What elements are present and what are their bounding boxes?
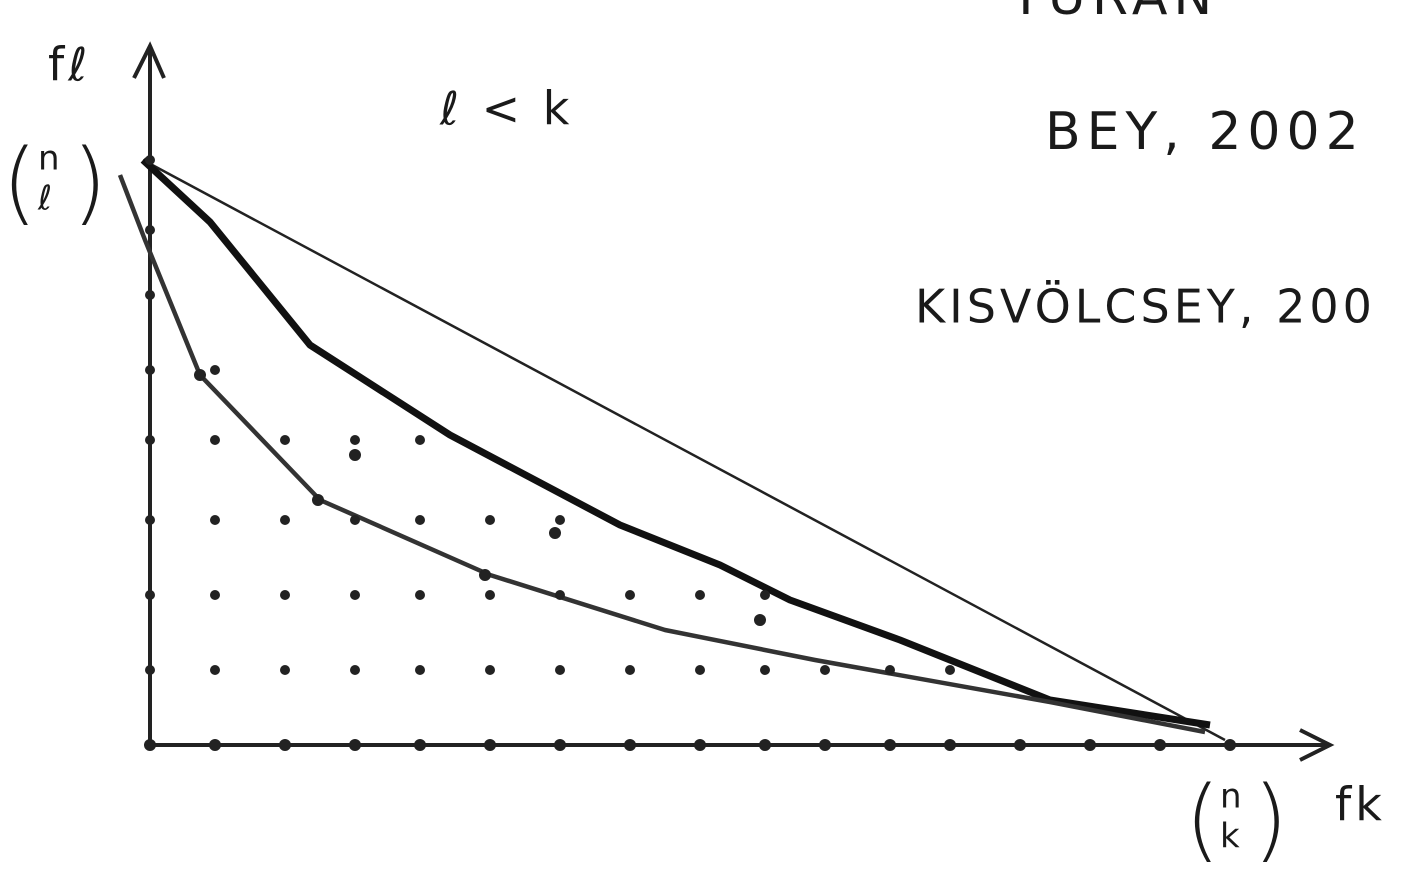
lattice-point: [555, 665, 565, 675]
lattice-point: [1154, 739, 1166, 751]
lattice-point: [944, 739, 956, 751]
lattice-point: [145, 155, 155, 165]
lattice-point: [210, 665, 220, 675]
lattice-point: [694, 739, 706, 751]
reference: KISVÖLCSEY, 200: [915, 280, 1376, 334]
paren: (: [1185, 767, 1220, 871]
y-axis-label: fℓ: [48, 38, 91, 92]
lattice-point: [194, 369, 206, 381]
lattice-point: [820, 665, 830, 675]
lattice-point: [312, 494, 324, 506]
lattice-point: [555, 515, 565, 525]
lattice-point: [210, 515, 220, 525]
lattice-point: [485, 515, 495, 525]
lattice-point: [209, 739, 221, 751]
lattice-point: [415, 665, 425, 675]
lattice-point: [145, 435, 155, 445]
lattice-point: [350, 590, 360, 600]
x-axis-label: fk: [1335, 778, 1386, 832]
lattice-point: [145, 515, 155, 525]
reference-top: TURÁN: [1009, 0, 1218, 27]
lattice-point: [884, 739, 896, 751]
lattice-point: [415, 435, 425, 445]
lattice-point: [145, 365, 155, 375]
lattice-point: [624, 739, 636, 751]
lattice-point: [415, 515, 425, 525]
lattice-point: [554, 739, 566, 751]
lattice-point: [695, 665, 705, 675]
lattice-point: [280, 435, 290, 445]
binomial-bottom: k: [1220, 817, 1240, 857]
lattice-point: [145, 290, 155, 300]
lattice-point: [210, 365, 220, 375]
lattice-point: [555, 590, 565, 600]
lattice-point: [819, 739, 831, 751]
binomial-bottom: ℓ: [37, 179, 52, 219]
binomial-top: n: [1220, 777, 1242, 817]
lattice-point: [145, 225, 155, 235]
lattice-point: [210, 590, 220, 600]
lattice-point: [1014, 739, 1026, 751]
lattice-point: [144, 739, 156, 751]
lattice-point: [280, 515, 290, 525]
lattice-point: [414, 739, 426, 751]
lattice-point: [754, 614, 766, 626]
lattice-point: [484, 739, 496, 751]
lattice-point: [759, 739, 771, 751]
chord-line: [143, 160, 1225, 740]
lattice-point: [145, 590, 155, 600]
binomial-top: n: [38, 139, 60, 179]
lattice-point: [1084, 739, 1096, 751]
lattice-point: [350, 665, 360, 675]
reference: BEY, 2002: [1045, 102, 1365, 162]
lattice-point: [349, 739, 361, 751]
lattice-point: [210, 435, 220, 445]
lattice-point: [350, 515, 360, 525]
lattice-point: [485, 590, 495, 600]
paren: ): [72, 130, 107, 235]
lattice-point: [760, 590, 770, 600]
lattice-point: [625, 590, 635, 600]
lattice-point: [349, 449, 361, 461]
lattice-point: [145, 665, 155, 675]
paren: (: [2, 130, 37, 235]
lattice-point: [279, 739, 291, 751]
lattice-point: [549, 527, 561, 539]
diagram: TURÁN BEY, 2002 KISVÖLCSEY, 200 ℓ < k fℓ…: [0, 0, 1416, 871]
lattice-point: [885, 665, 895, 675]
lattice-point: [760, 665, 770, 675]
lattice-point: [1224, 739, 1236, 751]
lattice-point: [350, 435, 360, 445]
paren: ): [1253, 767, 1288, 871]
lower-bound-curve: [120, 175, 1205, 732]
lattice-point: [479, 569, 491, 581]
condition: ℓ < k: [439, 82, 573, 136]
lattice-point: [945, 665, 955, 675]
lattice-point: [485, 665, 495, 675]
lattice-point: [625, 665, 635, 675]
lattice-point: [695, 590, 705, 600]
lattice-point: [415, 590, 425, 600]
lattice-point: [280, 590, 290, 600]
lattice-point: [280, 665, 290, 675]
